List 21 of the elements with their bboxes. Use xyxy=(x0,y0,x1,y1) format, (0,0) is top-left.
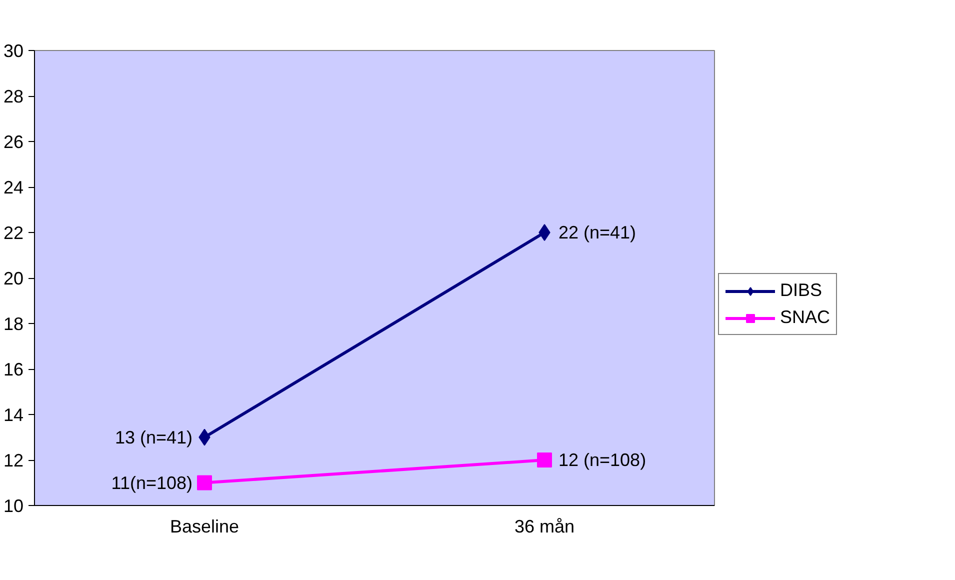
x-tick-label: 36 mån xyxy=(514,516,575,536)
y-tick-label: 14 xyxy=(3,405,24,425)
y-tick-label: 30 xyxy=(3,41,24,61)
y-tick-label: 12 xyxy=(3,450,24,470)
y-tick-label: 16 xyxy=(3,360,24,380)
point xyxy=(537,452,552,468)
y-tick-label: 18 xyxy=(3,314,24,334)
y-tick-label: 20 xyxy=(3,268,24,288)
x-tick-label: Baseline xyxy=(170,516,240,536)
y-tick-label: 10 xyxy=(3,496,24,516)
data-label: 12 (n=108) xyxy=(558,450,646,470)
legend-label: DIBS xyxy=(780,280,822,301)
legend-label: SNAC xyxy=(780,307,830,328)
data-label: 13 (n=41) xyxy=(114,427,193,448)
y-tick-label: 26 xyxy=(3,132,24,152)
y-tick-label: 24 xyxy=(3,178,24,198)
data-label: 11(n=108) xyxy=(111,472,193,493)
y-tick-label: 22 xyxy=(3,223,24,243)
point xyxy=(197,475,212,490)
y-tick-label: 28 xyxy=(3,86,24,106)
data-label: 22 (n=41) xyxy=(558,222,636,242)
